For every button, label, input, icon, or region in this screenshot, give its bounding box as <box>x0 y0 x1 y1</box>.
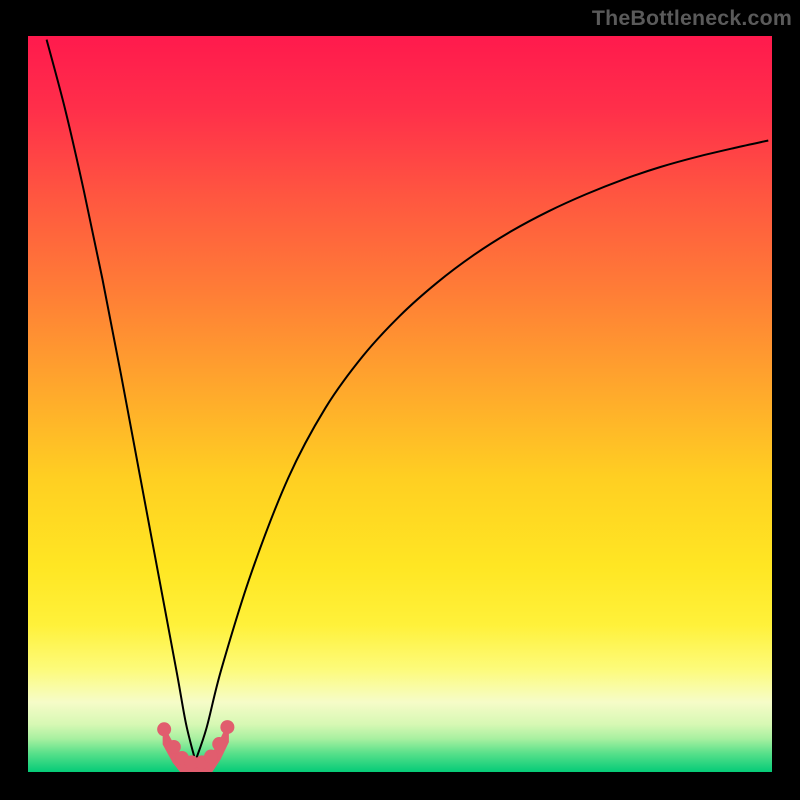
bottom-marker <box>204 750 218 764</box>
figure-frame: TheBottleneck.com <box>0 0 800 800</box>
bottom-marker <box>157 722 171 736</box>
watermark-label: TheBottleneck.com <box>592 6 792 31</box>
bottom-marker <box>212 737 226 751</box>
bottom-marker <box>220 720 234 734</box>
plot-background <box>28 36 772 772</box>
bottleneck-chart <box>28 36 772 772</box>
